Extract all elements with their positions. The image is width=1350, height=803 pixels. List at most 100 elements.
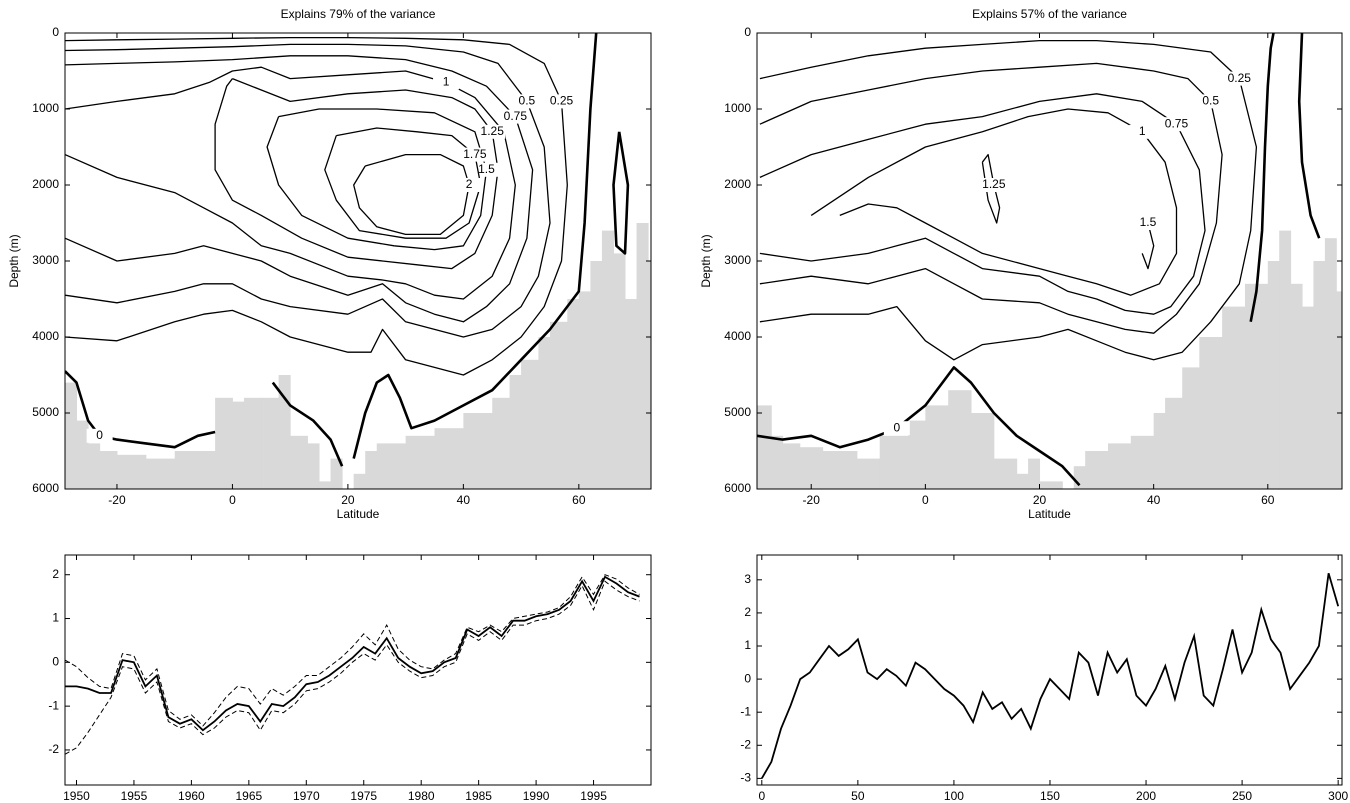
chart-title: Explains 57% of the variance xyxy=(972,7,1127,21)
contour-line xyxy=(757,33,1321,487)
y-tick-label: -1 xyxy=(48,698,59,712)
seafloor-step xyxy=(538,337,551,489)
contour-label: 1.5 xyxy=(1140,215,1157,229)
seafloor-step xyxy=(1130,435,1155,489)
seafloor-step xyxy=(145,458,176,489)
y-tick-label: 3000 xyxy=(724,253,751,267)
y-axis-label: Depth (m) xyxy=(699,234,713,287)
seafloor-step xyxy=(636,223,649,489)
x-tick-label: 1985 xyxy=(465,789,492,803)
seafloor-step xyxy=(822,451,858,489)
contour-line xyxy=(324,127,482,239)
seafloor-step xyxy=(1108,443,1132,489)
x-tick-label: 1980 xyxy=(408,789,435,803)
seafloor-step xyxy=(782,443,801,489)
seafloor-step xyxy=(1085,451,1109,489)
x-tick-label: 60 xyxy=(1261,493,1275,507)
contour-label-bg xyxy=(456,178,483,192)
y-tick-label: 6000 xyxy=(724,481,751,495)
x-axis-label: Latitude xyxy=(337,507,380,521)
seafloor-step xyxy=(567,299,580,489)
x-tick-label: 20 xyxy=(1033,493,1047,507)
y-tick-label: 0 xyxy=(52,25,59,39)
contour-line xyxy=(266,108,488,251)
x-tick-label: 60 xyxy=(572,493,586,507)
contour-label: 1 xyxy=(443,75,450,89)
contour-line xyxy=(65,36,568,376)
x-tick-label: 300 xyxy=(1328,789,1348,803)
seafloor-step xyxy=(993,458,1018,489)
x-tick-label: 0 xyxy=(758,789,765,803)
y-tick-label: 4000 xyxy=(32,329,59,343)
contour-label: 0.25 xyxy=(550,94,574,108)
contour-label: 0 xyxy=(96,428,103,442)
contour-line xyxy=(353,153,470,236)
contour-label: 1 xyxy=(1139,124,1146,138)
y-axis-label: Depth (m) xyxy=(7,234,21,287)
seafloor-step xyxy=(521,359,539,489)
seafloor-step xyxy=(463,413,493,489)
y-tick-label: 1000 xyxy=(32,101,59,115)
contour-label: 0.5 xyxy=(1202,94,1219,108)
x-tick-label: 100 xyxy=(944,789,964,803)
seafloor-step xyxy=(1290,283,1303,489)
y-tick-label: -2 xyxy=(740,737,751,751)
x-tick-label: 40 xyxy=(457,493,471,507)
x-axis-label: Latitude xyxy=(1028,507,1071,521)
seafloor-step xyxy=(908,420,926,489)
x-tick-label: -20 xyxy=(108,493,126,507)
y-tick-label: 5000 xyxy=(32,405,59,419)
seafloor-step xyxy=(319,481,332,489)
series-line xyxy=(65,575,640,732)
panel: 0 0.25 0.50.75 1 1.25 1.51.75 2 -20 0 20 40 60 0 1000… xyxy=(7,7,652,521)
y-tick-label: -1 xyxy=(740,704,751,718)
seafloor-step xyxy=(215,397,233,489)
plot-frame xyxy=(756,554,1343,786)
seafloor-step xyxy=(757,405,772,489)
x-tick-label: -20 xyxy=(803,493,821,507)
seafloor-step xyxy=(1279,230,1292,489)
contour-label-bg xyxy=(1129,124,1156,139)
plot-area xyxy=(65,574,640,755)
seafloor-step xyxy=(1336,291,1342,489)
x-tick-label: 20 xyxy=(341,493,355,507)
seafloor-step xyxy=(65,382,78,489)
series-line xyxy=(65,574,640,727)
x-tick-label: 250 xyxy=(1232,789,1252,803)
seafloor-step xyxy=(1016,473,1029,489)
x-tick-label: 1965 xyxy=(235,789,262,803)
contour-label-bg xyxy=(548,94,575,109)
contour-label-bg xyxy=(1163,117,1190,132)
contour-label-bg xyxy=(433,75,460,90)
contour-label-bg xyxy=(461,147,488,162)
contour-label: 1.25 xyxy=(982,177,1006,191)
y-tick-label: 0 xyxy=(744,25,751,39)
seafloor-step xyxy=(88,443,101,489)
contour-label: 0.75 xyxy=(504,109,528,123)
panel: 1950 1955 1960 1965 1970 1975 1980 1985 1990 1995… xyxy=(48,554,652,803)
contour-line xyxy=(759,62,1223,334)
contour-label: 0.25 xyxy=(1228,71,1252,85)
seafloor-step xyxy=(549,321,568,489)
seafloor-step xyxy=(948,390,972,489)
contour-label-bg xyxy=(1226,71,1253,86)
x-tick-label: 40 xyxy=(1147,493,1161,507)
y-tick-label: 0 xyxy=(744,671,751,685)
y-tick-label: 4000 xyxy=(724,329,751,343)
seafloor-step xyxy=(365,451,378,489)
y-tick-label: 3 xyxy=(744,572,751,586)
contour-line xyxy=(65,55,534,323)
x-tick-label: 0 xyxy=(922,493,929,507)
contour-label-bg xyxy=(1134,216,1161,230)
seafloor-step xyxy=(243,397,262,489)
x-tick-label: 1970 xyxy=(293,789,320,803)
x-tick-label: 1975 xyxy=(350,789,377,803)
y-tick-label: 5000 xyxy=(724,405,751,419)
y-tick-label: 1 xyxy=(744,638,751,652)
panel: 0 0.25 0.5 0.75 1 1.25 1.5 -20 0 20 40 60 0 1000 2000 3… xyxy=(699,7,1343,521)
y-tick-label: 3000 xyxy=(32,253,59,267)
seafloor-step xyxy=(879,435,909,489)
seafloor-step xyxy=(174,451,216,489)
